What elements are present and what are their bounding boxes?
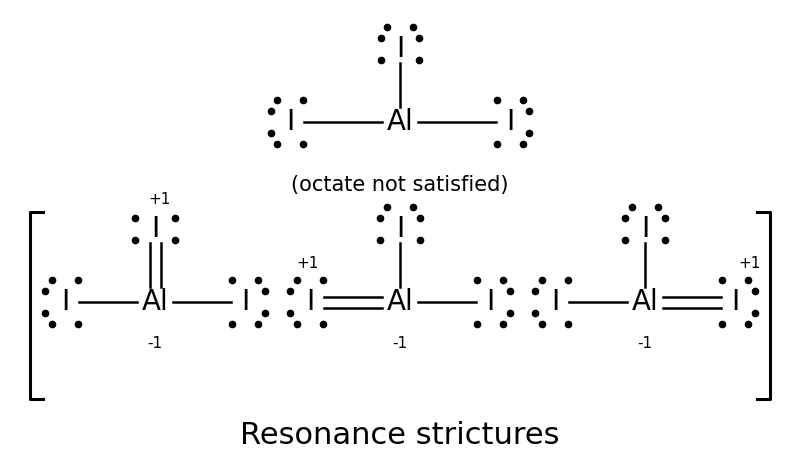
Text: -1: -1: [638, 336, 653, 351]
Text: I: I: [486, 288, 494, 316]
Text: I: I: [61, 288, 69, 316]
Text: Al: Al: [142, 288, 168, 316]
Text: I: I: [641, 215, 649, 243]
Text: I: I: [306, 288, 314, 316]
Text: +1: +1: [297, 256, 319, 271]
Text: I: I: [731, 288, 739, 316]
Text: I: I: [151, 215, 159, 243]
Text: Al: Al: [632, 288, 658, 316]
Text: -1: -1: [393, 336, 407, 351]
Text: +1: +1: [149, 191, 171, 207]
Text: Resonance strictures: Resonance strictures: [240, 420, 560, 450]
Text: Al: Al: [386, 288, 414, 316]
Text: I: I: [286, 108, 294, 136]
Text: I: I: [506, 108, 514, 136]
Text: I: I: [551, 288, 559, 316]
Text: Al: Al: [386, 108, 414, 136]
Text: (octate not satisfied): (octate not satisfied): [291, 175, 509, 195]
Text: I: I: [241, 288, 249, 316]
Text: -1: -1: [147, 336, 162, 351]
Text: I: I: [396, 215, 404, 243]
Text: +1: +1: [739, 256, 761, 271]
Text: I: I: [396, 35, 404, 63]
